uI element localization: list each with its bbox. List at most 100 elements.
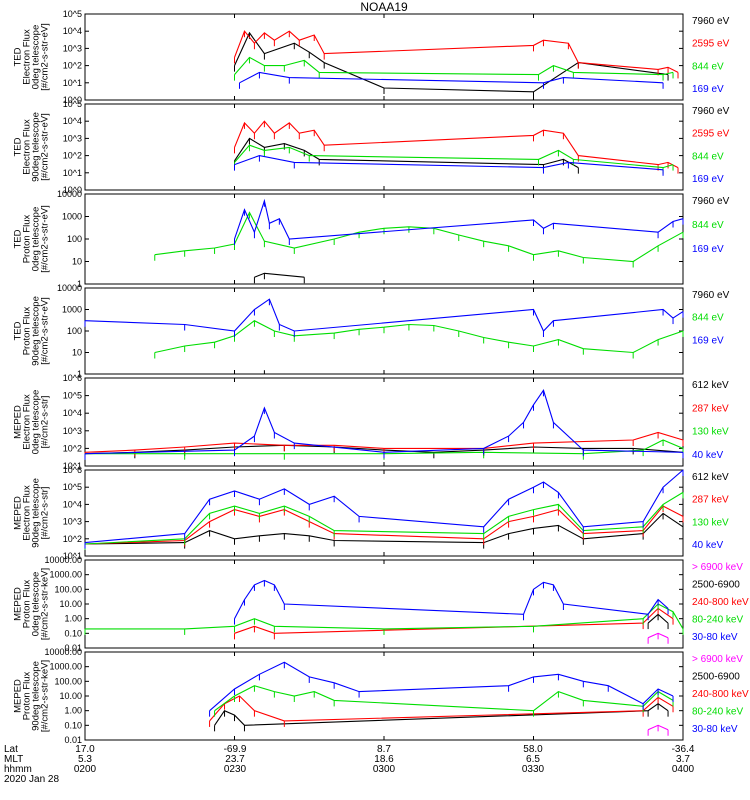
- footer-lat-2: 8.7: [377, 744, 391, 755]
- y-axis-label-line: [#/cm2-s-str]: [40, 487, 51, 540]
- y-axis-label: MEPEDElectron Flux90deg telescope[#/cm2-…: [13, 478, 51, 548]
- series-line: [234, 579, 669, 619]
- y-axis-label-line: 0deg telescope: [31, 207, 42, 271]
- legend-entry: 2500-6900: [692, 672, 740, 683]
- series-line: [234, 144, 674, 169]
- y-axis-label-line: [#/cm2-s-str-eV]: [40, 23, 51, 91]
- legend-entry: 169 eV: [692, 244, 724, 255]
- y-tick-label: 10^5: [63, 391, 82, 401]
- y-tick-label: 100.00: [54, 584, 82, 594]
- panel-1: 10^0 10^1 10^2 10^3 10^4 10^5 TEDElectron Flux…: [13, 99, 730, 195]
- legend-entry: 2500-6900: [692, 580, 740, 591]
- series-line: [233, 198, 684, 240]
- footer-mlt-2: 18.6: [374, 754, 394, 765]
- series-line: [234, 56, 674, 76]
- legend-entry: 130 keV: [692, 427, 729, 438]
- panel-6: 0.01 0.10 1.00 10.00 100.00 1000.00 10000.00 ME…: [13, 555, 750, 653]
- legend-entry: 30-80 keV: [692, 724, 738, 735]
- y-tick-label: 10^4: [63, 116, 82, 126]
- series-line: [209, 695, 674, 722]
- panel-4: 10^1 10^2 10^3 10^4 10^5 10^6 MEPEDElectron Fl…: [13, 373, 730, 471]
- y-axis-label-line: [#/cm2-s-str]: [40, 396, 51, 449]
- footer-mlt-4: 3.7: [676, 754, 690, 765]
- y-axis-label-line: Electron Flux: [22, 119, 33, 175]
- y-tick-label: 1000: [62, 305, 82, 315]
- series-line: [647, 724, 669, 731]
- footer-label-mlt: MLT: [4, 754, 23, 765]
- series-line: [239, 71, 664, 84]
- y-tick-label: 100: [67, 326, 82, 336]
- y-tick-label: 1000.00: [49, 570, 82, 580]
- series-line: [84, 469, 684, 544]
- plot-frame: [84, 13, 684, 101]
- y-tick-label: 10^5: [63, 99, 82, 109]
- legend-entry: 7960 eV: [692, 196, 730, 207]
- series-line: [84, 491, 684, 545]
- series-line: [209, 661, 674, 712]
- series-line: [254, 272, 305, 278]
- footer-hhmm-4: 0400: [672, 764, 695, 775]
- legend-entry: 7960 eV: [692, 106, 730, 117]
- footer-label-hhmm: hhmm: [4, 764, 32, 775]
- y-tick-label: 10^3: [63, 517, 82, 527]
- y-axis-label: TEDProton Flux0deg telescope[#/cm2-s-str…: [13, 205, 51, 273]
- y-tick-label: 10^1: [63, 78, 82, 88]
- series-line: [234, 137, 579, 169]
- legend-entry: 40 keV: [692, 450, 723, 461]
- y-axis-label-line: MEPED: [13, 679, 24, 713]
- y-tick-label: 10^0: [63, 185, 82, 195]
- legend-entry: 240-800 keV: [692, 689, 749, 700]
- y-axis-label-line: TED: [13, 137, 24, 156]
- y-tick-label: 1.00: [64, 706, 82, 716]
- y-axis-label-line: TED: [13, 229, 24, 248]
- y-axis-label-line: Proton Flux: [22, 214, 33, 263]
- y-tick-label: 10^1: [63, 168, 82, 178]
- legend-entry: 169 eV: [692, 335, 724, 346]
- y-axis-label-line: 0deg telescope: [31, 572, 42, 636]
- series-line: [233, 30, 679, 73]
- legend-entry: 287 keV: [692, 495, 729, 506]
- footer: Lat MLT hhmm 2020 Jan 28 17.0 5.3 0200 -…: [4, 744, 695, 785]
- y-tick-label: 10^3: [63, 43, 82, 53]
- y-axis-label-line: 90deg telescope: [31, 661, 42, 731]
- y-tick-label: 100.00: [54, 676, 82, 686]
- y-tick-label: 1: [77, 369, 82, 379]
- footer-lat-3: 58.0: [523, 744, 543, 755]
- legend-entry: 844 eV: [692, 220, 724, 231]
- legend-entry: 2595 eV: [692, 39, 730, 50]
- legend-entry: 130 keV: [692, 517, 729, 528]
- y-tick-label: 10^2: [63, 151, 82, 161]
- footer-label-lat: Lat: [4, 744, 18, 755]
- y-axis-label-line: TED: [13, 321, 24, 340]
- legend-entry: > 6900 keV: [692, 562, 743, 573]
- y-tick-label: 10000: [57, 283, 82, 293]
- y-tick-label: 10^1: [63, 461, 82, 471]
- panel-5: 10^1 10^2 10^3 10^4 10^5 10^6 MEPEDElectron Fl…: [13, 465, 730, 561]
- series-line: [234, 155, 664, 171]
- y-tick-label: 10^2: [63, 443, 82, 453]
- y-tick-label: 10^6: [63, 373, 82, 383]
- y-axis-label-line: Proton Flux: [22, 306, 33, 355]
- y-tick-label: 10^4: [63, 408, 82, 418]
- series-line: [154, 320, 684, 354]
- y-tick-label: 10^1: [63, 551, 82, 561]
- legend-entry: 80-240 keV: [692, 615, 743, 626]
- plot-frame: [84, 193, 684, 285]
- series-line: [647, 632, 669, 639]
- y-tick-label: 10^2: [63, 61, 82, 71]
- y-tick-label: 10^6: [63, 465, 82, 475]
- footer-hhmm-0: 0200: [74, 764, 97, 775]
- legend-entry: 287 keV: [692, 403, 729, 414]
- y-tick-label: 10: [72, 348, 82, 358]
- y-axis-label-line: 0deg telescope: [31, 390, 42, 454]
- y-tick-label: 0.01: [64, 643, 82, 653]
- panel-7: 0.01 0.10 1.00 10.00 100.00 1000.00 10000.00 ME…: [13, 647, 750, 745]
- y-axis-label-line: MEPED: [13, 405, 24, 439]
- y-tick-label: 10000.00: [44, 647, 82, 657]
- series-line: [84, 505, 684, 545]
- legend-entry: 844 eV: [692, 61, 724, 72]
- legend-entry: 612 keV: [692, 380, 729, 391]
- legend-entry: 7960 eV: [692, 16, 730, 27]
- series-line: [233, 120, 679, 169]
